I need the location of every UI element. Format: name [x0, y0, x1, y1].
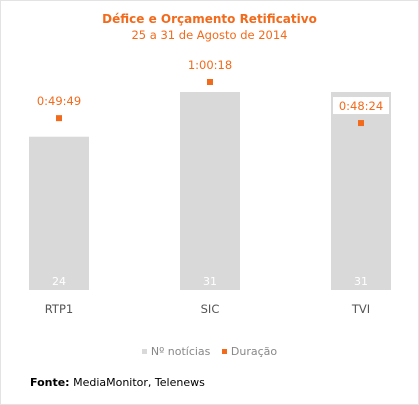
legend-label-duration: Duração — [230, 345, 278, 358]
legend-swatch-duration — [221, 348, 227, 354]
x-tick-label-sic: SIC — [201, 302, 220, 316]
duration-point-rtp1[interactable] — [56, 115, 62, 122]
chart-plot: 24 RTP1 0:49:49 31 SIC 1:00:18 31 TVI 0:48:24 — [29, 58, 391, 316]
bar-value-label-tvi: 31 — [354, 275, 368, 288]
bar-rtp1[interactable] — [29, 136, 89, 290]
legend-label-news-count: Nº notícias — [150, 345, 211, 358]
bar-value-label-rtp1: 24 — [52, 275, 66, 288]
duration-label-rtp1: 0:49:49 — [37, 94, 81, 108]
duration-label-sic: 1:00:18 — [188, 58, 232, 72]
duration-label-box-tvi — [333, 97, 389, 115]
duration-point-sic[interactable] — [207, 79, 213, 85]
duration-label-tvi: 0:48:24 — [339, 99, 383, 113]
source-text: MediaMonitor, Telenews — [73, 376, 205, 389]
source-label: Fonte: — [30, 376, 70, 389]
bar-value-label-sic: 31 — [203, 275, 217, 288]
legend-item-news-count[interactable]: Nº notícias — [141, 345, 211, 358]
chart-title: Défice e Orçamento Retificativo — [102, 12, 317, 26]
bar-sic[interactable] — [180, 92, 240, 290]
chart-legend: Nº notícias Duração — [0, 345, 419, 358]
duration-point-tvi[interactable] — [358, 120, 364, 127]
legend-swatch-news-count — [141, 348, 147, 354]
source-note: Fonte: MediaMonitor, Telenews — [30, 376, 205, 389]
x-tick-label-rtp1: RTP1 — [45, 302, 73, 316]
legend-item-duration[interactable]: Duração — [221, 345, 278, 358]
x-tick-label-tvi: TVI — [351, 302, 370, 316]
chart-subtitle: 25 a 31 de Agosto de 2014 — [131, 28, 288, 42]
